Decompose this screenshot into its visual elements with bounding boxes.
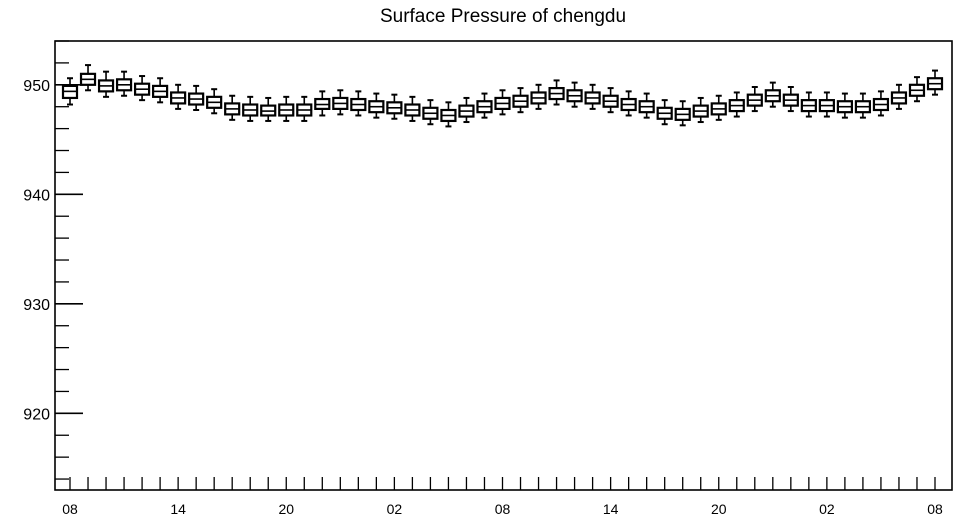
box [782, 85, 799, 113]
box [296, 95, 313, 122]
x-tick-label: 08 [927, 501, 943, 517]
box [656, 99, 673, 126]
box [350, 90, 367, 117]
box [115, 70, 133, 97]
x-tick-label: 14 [603, 501, 619, 517]
box [890, 83, 908, 110]
box [764, 81, 781, 108]
box [566, 81, 583, 108]
box [404, 95, 421, 122]
y-tick-label: 920 [23, 406, 50, 423]
x-tick-label: 08 [62, 501, 78, 517]
box [602, 87, 619, 114]
plot-frame [54, 40, 953, 491]
box [710, 94, 727, 121]
box [926, 69, 944, 96]
box [170, 83, 187, 110]
box [818, 91, 835, 118]
box [152, 77, 169, 104]
box [548, 79, 565, 106]
box [620, 90, 637, 117]
box [728, 91, 745, 118]
boxplot-series [61, 64, 944, 128]
box [746, 85, 763, 113]
box [476, 92, 493, 119]
box [872, 90, 890, 117]
box [61, 77, 79, 106]
box [188, 84, 205, 111]
box [458, 96, 475, 124]
box [224, 94, 241, 121]
y-tick-label: 930 [23, 297, 50, 314]
x-tick-label: 20 [278, 501, 294, 517]
box [692, 96, 709, 124]
box [638, 92, 655, 119]
x-axis: 08 14 20 02 08 14 20 02 08 [62, 477, 943, 517]
box [386, 93, 403, 120]
box [530, 83, 547, 110]
y-tick-label: 950 [23, 78, 50, 95]
chart-title: Surface Pressure of chengdu [380, 6, 626, 27]
box [422, 99, 439, 126]
x-tick-label: 14 [170, 501, 186, 517]
box [368, 92, 385, 119]
box [332, 89, 349, 116]
box [79, 64, 97, 92]
box [836, 92, 853, 119]
box [512, 87, 529, 114]
box [584, 83, 601, 110]
box [908, 76, 926, 103]
box [260, 96, 277, 122]
box [133, 75, 151, 102]
y-tick-label: 940 [23, 187, 50, 204]
x-tick-label: 02 [819, 501, 835, 517]
x-tick-label: 08 [495, 501, 511, 517]
box [800, 91, 817, 118]
box [314, 90, 331, 117]
y-axis: 920 930 940 950 [23, 40, 83, 480]
box [206, 88, 223, 115]
box [674, 100, 691, 127]
box [278, 95, 295, 122]
box [242, 95, 259, 122]
x-tick-label: 02 [387, 501, 403, 517]
box [440, 101, 457, 128]
x-tick-label: 20 [711, 501, 727, 517]
box [854, 92, 872, 119]
box [494, 89, 511, 116]
box [97, 70, 115, 98]
